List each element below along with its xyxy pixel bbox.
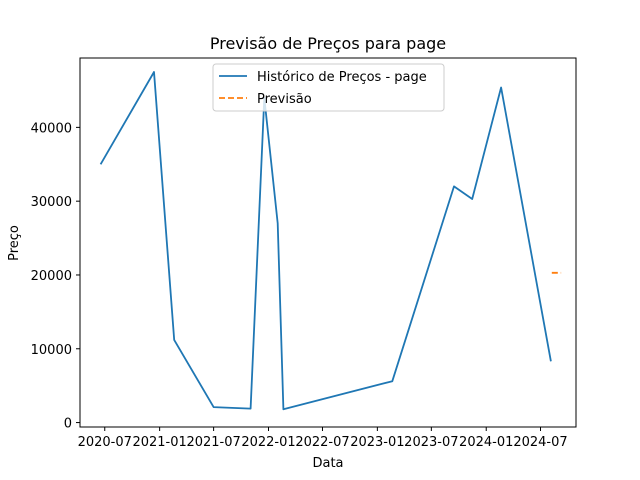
x-tick-label: 2023-01 <box>350 435 404 450</box>
y-tick-label: 0 <box>64 417 72 432</box>
legend: Histórico de Preços - page Previsão <box>212 63 445 112</box>
x-tick-label: 2022-01 <box>241 435 295 450</box>
series-layer <box>99 71 562 411</box>
x-tick-label: 2021-01 <box>132 435 186 450</box>
x-tick-label: 2023-07 <box>404 435 458 450</box>
legend-label-history: Histórico de Preços - page <box>257 70 427 85</box>
legend-box <box>212 63 445 112</box>
x-tick-label: 2020-07 <box>78 435 132 450</box>
chart-title: Previsão de Preços para page <box>210 34 446 53</box>
series-line-history <box>99 71 552 411</box>
y-axis-label: Preço <box>7 225 22 261</box>
y-tick-label: 10000 <box>31 343 72 358</box>
y-tick-label: 20000 <box>31 269 72 284</box>
x-tick-label: 2024-01 <box>459 435 513 450</box>
y-tick-label: 30000 <box>31 195 72 210</box>
y-tick-label: 40000 <box>31 121 72 136</box>
legend-label-forecast: Previsão <box>257 92 312 107</box>
x-tick-label: 2021-07 <box>186 435 240 450</box>
x-tick-label: 2024-07 <box>513 435 567 450</box>
x-axis-label: Data <box>312 456 343 471</box>
axis-layer: 2020-07 2021-01 2021-07 2022-01 2022-07 2023-… <box>31 121 568 450</box>
x-tick-label: 2022-07 <box>295 435 349 450</box>
plot-frame <box>79 57 577 428</box>
